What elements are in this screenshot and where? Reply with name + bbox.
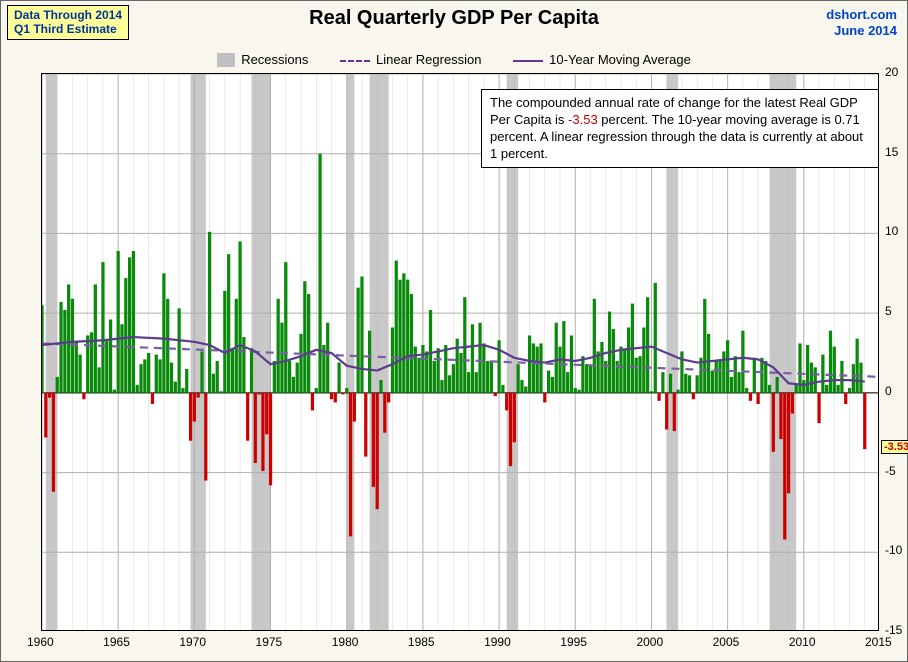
legend-linreg-label: Linear Regression bbox=[376, 52, 482, 67]
y-tick-label: -10 bbox=[885, 543, 902, 557]
legend-linreg: Linear Regression bbox=[340, 52, 482, 67]
source-site: dshort.com bbox=[826, 7, 897, 22]
legend-recession-label: Recessions bbox=[241, 52, 308, 67]
linreg-swatch-icon bbox=[340, 60, 370, 62]
x-tick-label: 2005 bbox=[713, 635, 740, 649]
x-tick-label: 2010 bbox=[789, 635, 816, 649]
x-tick-label: 1995 bbox=[560, 635, 587, 649]
source-date: June 2014 bbox=[834, 23, 897, 38]
y-tick-label: 5 bbox=[885, 304, 892, 318]
y-tick-label: 15 bbox=[885, 145, 898, 159]
x-tick-label: 2015 bbox=[865, 635, 892, 649]
annotation-box: The compounded annual rate of change for… bbox=[481, 89, 879, 168]
recession-swatch-icon bbox=[217, 53, 235, 67]
legend-recession: Recessions bbox=[217, 52, 308, 68]
chart-title: Real Quarterly GDP Per Capita bbox=[1, 7, 907, 30]
x-tick-label: 1960 bbox=[27, 635, 54, 649]
x-tick-label: 1970 bbox=[179, 635, 206, 649]
y-tick-label: 20 bbox=[885, 65, 898, 79]
source-attribution: dshort.com June 2014 bbox=[826, 7, 897, 38]
y-tick-label: 0 bbox=[885, 384, 892, 398]
y-tick-label: 10 bbox=[885, 224, 898, 238]
x-tick-label: 2000 bbox=[636, 635, 663, 649]
legend-ma: 10-Year Moving Average bbox=[513, 52, 691, 67]
x-tick-label: 1985 bbox=[408, 635, 435, 649]
x-tick-label: 1965 bbox=[103, 635, 130, 649]
legend: Recessions Linear Regression 10-Year Mov… bbox=[1, 51, 907, 67]
ma-swatch-icon bbox=[513, 60, 543, 62]
y-tick-label: -5 bbox=[885, 464, 896, 478]
x-tick-label: 1975 bbox=[256, 635, 283, 649]
x-tick-label: 1990 bbox=[484, 635, 511, 649]
legend-ma-label: 10-Year Moving Average bbox=[549, 52, 691, 67]
latest-value-callout: -3.53 bbox=[881, 440, 908, 454]
x-tick-label: 1980 bbox=[332, 635, 359, 649]
